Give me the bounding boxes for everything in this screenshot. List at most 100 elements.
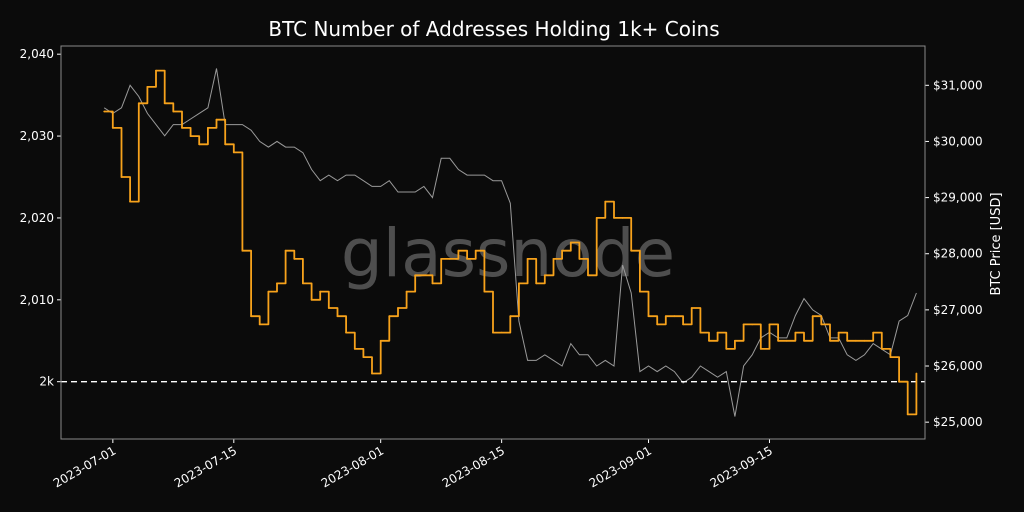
addresses-point (336, 315, 339, 318)
addresses-point (129, 200, 132, 203)
addresses-point (146, 86, 149, 88)
addresses-point (889, 356, 892, 358)
addresses-point (820, 323, 823, 326)
left-tick-label: 2k (39, 375, 54, 389)
x-tick-label: 2023-07-15 (172, 443, 239, 490)
price-line (103, 68, 917, 417)
addresses-point (526, 258, 529, 260)
addresses-point (483, 290, 486, 293)
addresses-point (906, 413, 909, 416)
addresses-point (552, 258, 555, 260)
addresses-point (742, 323, 745, 326)
addresses-point (414, 274, 417, 277)
addresses-point (457, 249, 460, 252)
addresses-point (647, 315, 650, 318)
addresses-point (423, 274, 425, 277)
addresses-point (500, 331, 503, 334)
addresses-point (345, 331, 347, 334)
addresses-point (794, 331, 797, 334)
addresses-point (759, 348, 762, 350)
addresses-point (163, 102, 166, 105)
x-tick-label: 2023-08-15 (440, 443, 507, 490)
addresses-point (569, 241, 572, 244)
watermark: glassnode (341, 215, 675, 292)
addresses-point (699, 331, 702, 334)
addresses-point (379, 339, 382, 342)
left-tick-label: 2,030 (20, 129, 54, 143)
left-tick-label: 2,040 (20, 47, 54, 61)
addresses-point (198, 143, 201, 146)
addresses-point (302, 282, 304, 285)
x-tick-label: 2023-09-01 (587, 443, 654, 490)
addresses-point (267, 290, 270, 293)
addresses-point (397, 307, 399, 309)
addresses-point (673, 315, 676, 318)
right-tick-label: $29,000 (933, 191, 983, 205)
addresses-point (276, 282, 278, 285)
right-tick-label: $25,000 (933, 415, 983, 429)
addresses-point (777, 339, 779, 342)
addresses-point (725, 348, 728, 350)
addresses-point (224, 143, 227, 146)
addresses-point (785, 339, 788, 342)
addresses-point (898, 380, 900, 383)
addresses-point (466, 258, 468, 260)
addresses-point (284, 249, 287, 252)
addresses-point (803, 339, 805, 342)
x-tick-label: 2023-08-01 (319, 443, 386, 490)
addresses-point (353, 348, 356, 350)
plot-series (61, 68, 925, 417)
addresses-point (915, 372, 918, 375)
addresses-point (630, 249, 633, 252)
addresses-point (319, 290, 322, 293)
left-tick-label: 2,020 (20, 211, 54, 225)
addresses-point (405, 290, 408, 293)
right-tick-label: $31,000 (933, 78, 983, 92)
addresses-point (621, 217, 624, 219)
addresses-point (241, 249, 244, 252)
addresses-point (543, 274, 546, 277)
addresses-point (880, 348, 883, 350)
x-tick-label: 2023-07-01 (51, 443, 118, 490)
addresses-point (587, 274, 589, 277)
addresses-point (768, 323, 771, 326)
addresses-point (215, 118, 218, 121)
addresses-point (613, 217, 615, 219)
addresses-point (232, 151, 235, 154)
addresses-point (829, 339, 831, 342)
addresses-point (863, 339, 866, 342)
addresses-point (448, 258, 451, 260)
addresses-point (362, 356, 365, 358)
addresses-point (258, 323, 261, 326)
addresses-point (155, 69, 157, 72)
addresses-point (111, 127, 114, 129)
addresses-point (181, 127, 183, 129)
addresses-point (837, 331, 840, 334)
addresses-point (371, 372, 373, 375)
addresses-point (578, 258, 581, 260)
addresses-point (690, 307, 693, 309)
x-tick-label: 2023-09-15 (708, 443, 775, 490)
addresses-point (310, 298, 313, 301)
addresses-point (327, 307, 330, 309)
addresses-point (103, 110, 106, 113)
addresses-point (474, 249, 477, 252)
right-tick-label: $26,000 (933, 359, 983, 373)
addresses-point (682, 323, 684, 326)
left-tick-label: 2,010 (20, 293, 54, 307)
addresses-point (872, 331, 875, 334)
addresses-point (189, 135, 192, 138)
left-axis: 2k 2,010 2,020 2,030 2,040 (20, 47, 61, 389)
addresses-point (846, 339, 849, 342)
addresses-point (561, 249, 563, 252)
addresses-point (518, 282, 520, 285)
addresses-point (535, 282, 538, 285)
right-axis-label: BTC Price [USD] (989, 192, 1004, 295)
addresses-point (440, 258, 443, 260)
addresses-point (207, 127, 209, 129)
addresses-point (708, 339, 710, 342)
addresses-point (855, 339, 857, 342)
addresses-point (656, 323, 659, 326)
addresses-point (509, 315, 512, 318)
